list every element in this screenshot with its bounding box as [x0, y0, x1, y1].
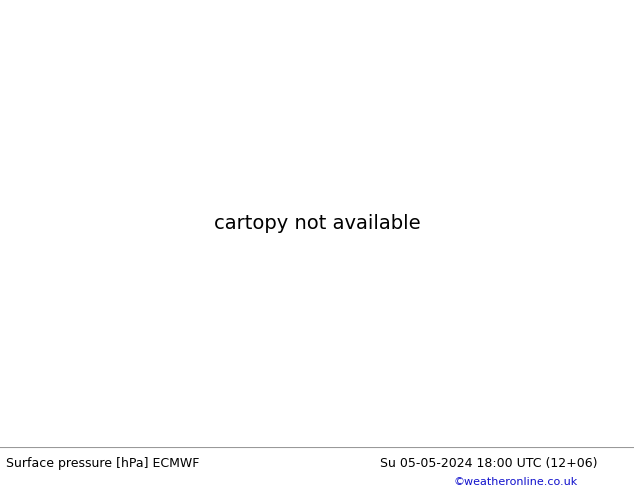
Text: ©weatheronline.co.uk: ©weatheronline.co.uk	[453, 477, 578, 487]
Text: cartopy not available: cartopy not available	[214, 214, 420, 233]
Text: Su 05-05-2024 18:00 UTC (12+06): Su 05-05-2024 18:00 UTC (12+06)	[380, 457, 598, 470]
Text: Surface pressure [hPa] ECMWF: Surface pressure [hPa] ECMWF	[6, 457, 200, 470]
